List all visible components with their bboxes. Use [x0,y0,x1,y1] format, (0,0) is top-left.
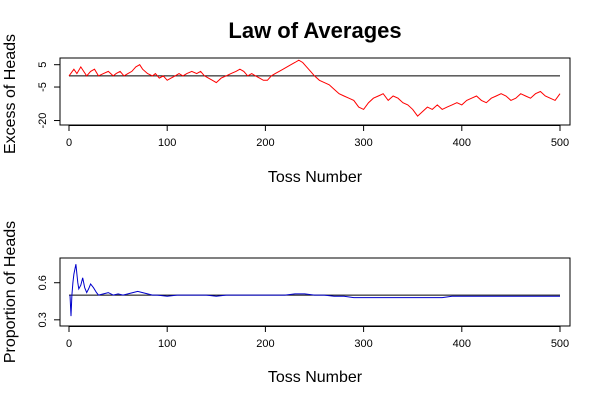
x-tick-label: 400 [453,137,471,149]
y-axis-title: Proportion of Heads [2,221,19,363]
x-tick-label: 200 [256,137,274,149]
y-tick-label: 0.3 [37,312,49,327]
data-series-line [68,59,561,117]
x-tick-label: 500 [551,338,569,350]
figure-title: Law of Averages [228,18,401,43]
plot-frame [59,57,571,126]
y-tick-label: -5 [37,82,49,92]
x-tick-label: 100 [158,338,176,350]
x-tick-label: 300 [354,338,372,350]
excess-of-heads-panel: 0 100 200 300 400 500 5 -5 -20 Toss Number Excess … [2,34,571,186]
y-tick-label: 5 [37,62,49,68]
data-series-line [69,264,560,317]
x-tick-label: 400 [453,338,471,350]
proportion-of-heads-panel: 0 100 200 300 400 500 0.3 0.6 Toss Number Proport… [2,221,571,386]
x-tick-label: 200 [256,338,274,350]
x-axis-title: Toss Number [268,369,363,386]
x-axis-title: Toss Number [268,169,363,186]
x-tick-label: 100 [158,137,176,149]
y-tick-label: 0.6 [37,275,49,290]
x-tick-label: 300 [354,137,372,149]
x-tick-label: 500 [551,137,569,149]
y-tick-label: -20 [37,113,49,129]
x-tick-label: 0 [66,338,72,350]
x-tick-label: 0 [66,137,72,149]
y-axis-title: Excess of Heads [2,34,19,154]
